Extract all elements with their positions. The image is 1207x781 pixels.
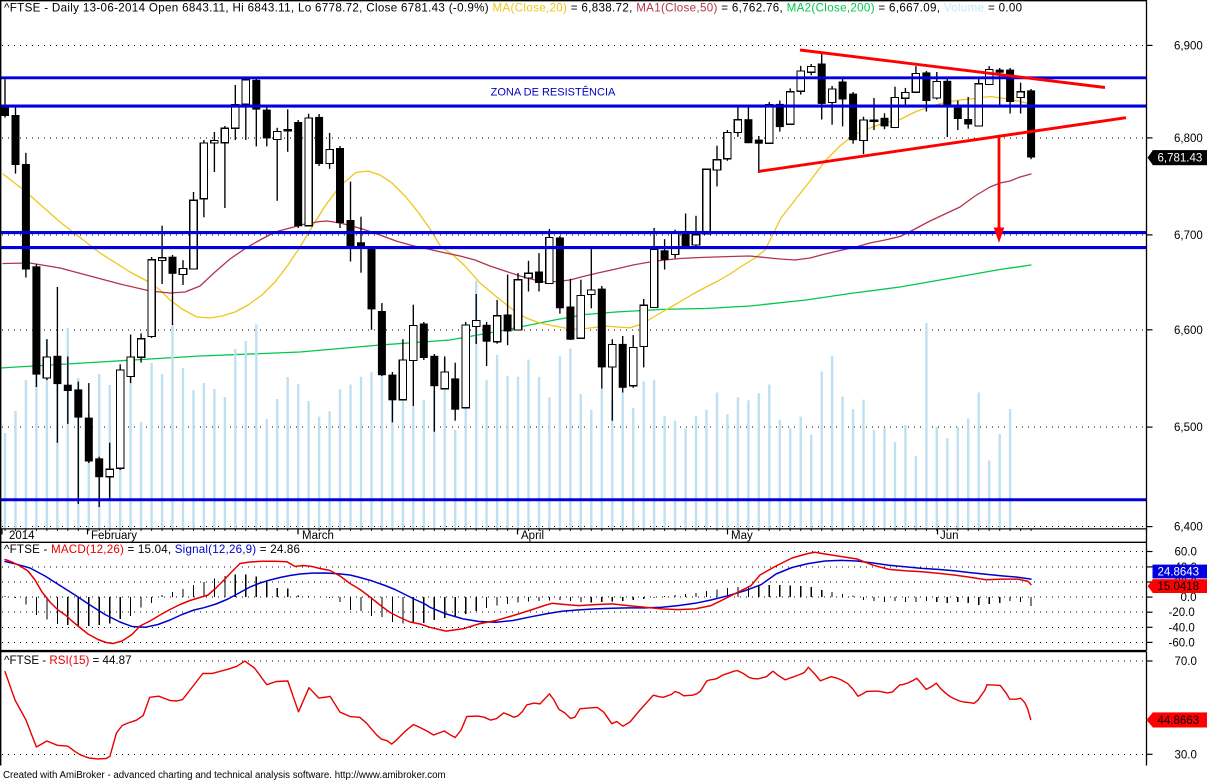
- svg-text:Created with AmiBroker - advan: Created with AmiBroker - advanced charti…: [3, 770, 446, 781]
- svg-text:-20.0: -20.0: [1169, 607, 1195, 619]
- svg-text:^FTSE - RSI(15) = 44.87: ^FTSE - RSI(15) = 44.87: [4, 654, 132, 667]
- svg-text:6,781.43: 6,781.43: [1158, 153, 1203, 165]
- svg-text:30.0: 30.0: [1175, 749, 1197, 761]
- svg-text:February: February: [91, 530, 137, 542]
- svg-text:70.0: 70.0: [1175, 656, 1197, 668]
- svg-text:6,400: 6,400: [1174, 522, 1203, 534]
- svg-text:6,900: 6,900: [1174, 40, 1203, 52]
- svg-text:0.0: 0.0: [1181, 592, 1197, 604]
- svg-text:ZONA DE RESISTÊNCIA: ZONA DE RESISTÊNCIA: [491, 86, 616, 99]
- svg-text:6,500: 6,500: [1174, 422, 1203, 434]
- svg-text:44.8663: 44.8663: [1158, 715, 1200, 727]
- svg-text:-40.0: -40.0: [1169, 622, 1195, 634]
- svg-text:6,600: 6,600: [1174, 325, 1203, 337]
- svg-text:60.0: 60.0: [1175, 547, 1197, 559]
- svg-text:-60.0: -60.0: [1169, 637, 1195, 649]
- svg-text:May: May: [731, 530, 753, 542]
- svg-text:15.0418: 15.0418: [1158, 581, 1200, 593]
- svg-text:Jun: Jun: [940, 530, 959, 542]
- svg-text:^FTSE - Daily 13-06-2014 Open: ^FTSE - Daily 13-06-2014 Open 6843.11, H…: [4, 2, 1022, 15]
- svg-text:^FTSE - MACD(12,26) = 15.04, S: ^FTSE - MACD(12,26) = 15.04, Signal(12,2…: [4, 543, 300, 556]
- svg-text:6,800: 6,800: [1174, 133, 1203, 145]
- svg-text:24.8643: 24.8643: [1158, 567, 1200, 579]
- svg-text:April: April: [521, 530, 544, 542]
- svg-text:2014: 2014: [9, 530, 35, 542]
- svg-text:6,700: 6,700: [1174, 230, 1203, 242]
- svg-text:March: March: [302, 530, 334, 542]
